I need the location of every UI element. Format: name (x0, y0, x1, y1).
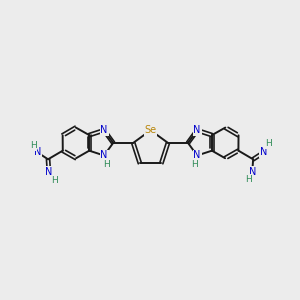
Text: N: N (260, 147, 267, 158)
Text: N: N (194, 125, 201, 135)
Text: N: N (100, 125, 108, 135)
Text: N: N (100, 151, 108, 160)
Text: H: H (191, 160, 198, 169)
Text: H: H (245, 175, 251, 184)
Text: N: N (249, 167, 256, 177)
Text: H: H (266, 139, 272, 148)
Text: H: H (30, 141, 37, 150)
Text: N: N (194, 151, 201, 160)
Text: H: H (103, 160, 110, 169)
Text: Se: Se (145, 125, 157, 135)
Text: N: N (34, 147, 41, 158)
Text: N: N (45, 167, 52, 177)
Text: H: H (51, 176, 58, 185)
